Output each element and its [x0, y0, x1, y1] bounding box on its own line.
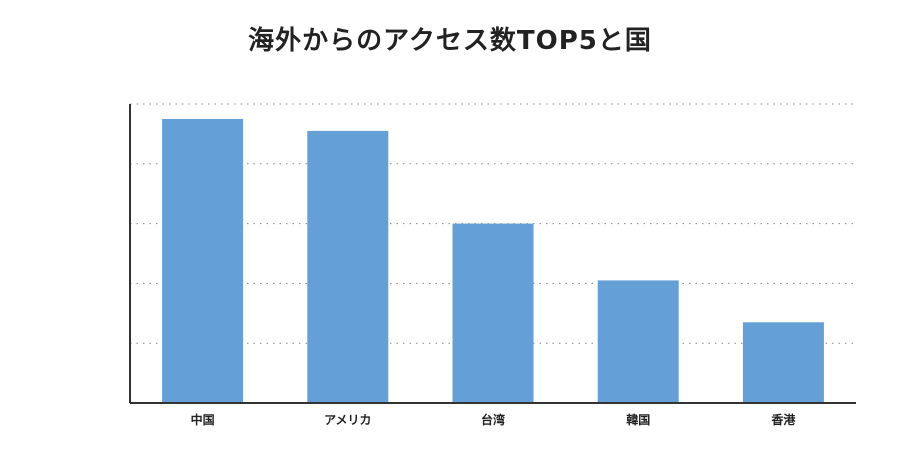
bar — [597, 280, 679, 403]
bar — [307, 130, 389, 403]
axes — [129, 104, 856, 404]
bar — [742, 322, 824, 403]
bars — [162, 118, 824, 403]
x-tick-label: 台湾 — [481, 412, 505, 427]
chart-title: 海外からのアクセス数TOP5と国 — [248, 26, 652, 56]
x-tick-label: 香港 — [770, 412, 796, 427]
x-tick-labels: 中国 アメリカ 台湾 韓国 香港 — [191, 412, 797, 427]
bar — [162, 118, 244, 403]
x-tick-label: アメリカ — [324, 413, 371, 427]
x-tick-label: 中国 — [191, 412, 215, 427]
gridlines — [130, 103, 856, 344]
bar — [452, 223, 534, 403]
x-tick-label: 韓国 — [626, 412, 650, 427]
